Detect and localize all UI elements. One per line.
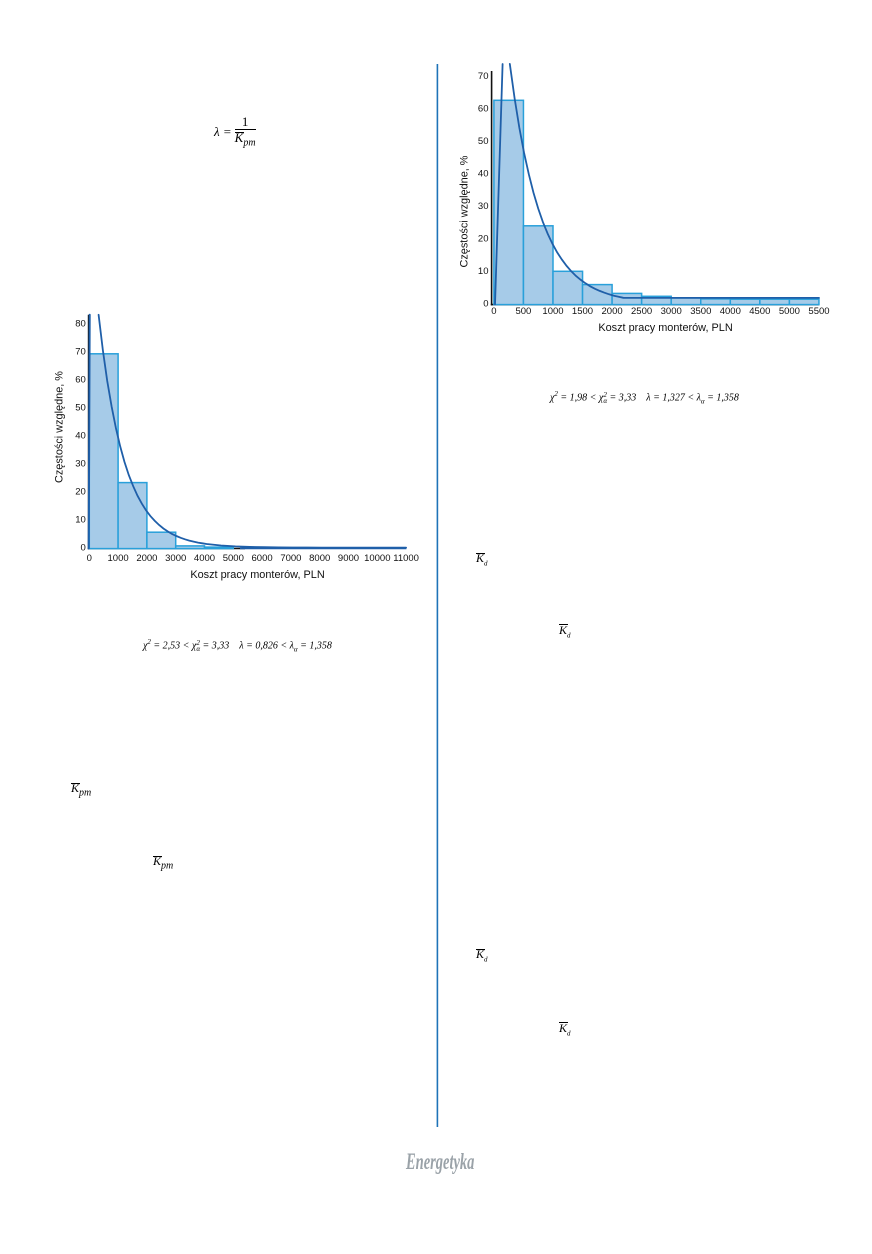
svg-text:60: 60: [478, 104, 489, 115]
svg-text:8000: 8000: [309, 553, 330, 564]
svg-text:0: 0: [81, 542, 86, 553]
svg-text:0: 0: [87, 553, 92, 564]
svg-text:0: 0: [491, 306, 496, 317]
svg-text:40: 40: [75, 430, 86, 441]
svg-text:50: 50: [478, 136, 489, 147]
svg-text:11000: 11000: [393, 553, 419, 564]
svg-text:3500: 3500: [690, 306, 711, 317]
svg-text:1000: 1000: [542, 306, 563, 317]
svg-text:70: 70: [478, 71, 489, 82]
svg-text:30: 30: [478, 201, 489, 212]
svg-text:4500: 4500: [749, 306, 770, 317]
svg-text:20: 20: [478, 234, 489, 245]
svg-text:4000: 4000: [194, 553, 215, 564]
svg-text:2000: 2000: [602, 306, 623, 317]
svg-text:5000: 5000: [223, 553, 244, 564]
svg-text:10000: 10000: [364, 553, 390, 564]
svg-text:6000: 6000: [252, 553, 273, 564]
svg-text:2500: 2500: [631, 306, 652, 317]
svg-text:20: 20: [75, 486, 86, 497]
svg-text:80: 80: [75, 318, 86, 329]
svg-text:30: 30: [75, 458, 86, 469]
svg-text:3000: 3000: [165, 553, 186, 564]
svg-text:60: 60: [75, 374, 86, 385]
svg-text:7000: 7000: [280, 553, 301, 564]
svg-text:Koszt pracy monterów, PLN: Koszt pracy monterów, PLN: [598, 322, 732, 334]
svg-text:70: 70: [75, 346, 86, 357]
svg-text:0: 0: [483, 299, 488, 310]
svg-text:9000: 9000: [338, 553, 359, 564]
svg-text:40: 40: [478, 169, 489, 180]
svg-text:5000: 5000: [779, 306, 800, 317]
svg-text:500: 500: [515, 306, 531, 317]
svg-text:3000: 3000: [661, 306, 682, 317]
svg-text:Częstości względne, %: Częstości względne, %: [459, 155, 471, 267]
svg-text:Koszt pracy monterów, PLN: Koszt pracy monterów, PLN: [190, 569, 324, 581]
svg-text:5500: 5500: [808, 306, 829, 317]
svg-text:10: 10: [75, 514, 86, 525]
svg-text:4000: 4000: [720, 306, 741, 317]
svg-text:1500: 1500: [572, 306, 593, 317]
svg-text:Częstości względne, %: Częstości względne, %: [54, 371, 66, 483]
svg-text:1000: 1000: [108, 553, 129, 564]
svg-text:50: 50: [75, 402, 86, 413]
svg-text:2000: 2000: [136, 553, 157, 564]
svg-text:10: 10: [478, 266, 489, 277]
